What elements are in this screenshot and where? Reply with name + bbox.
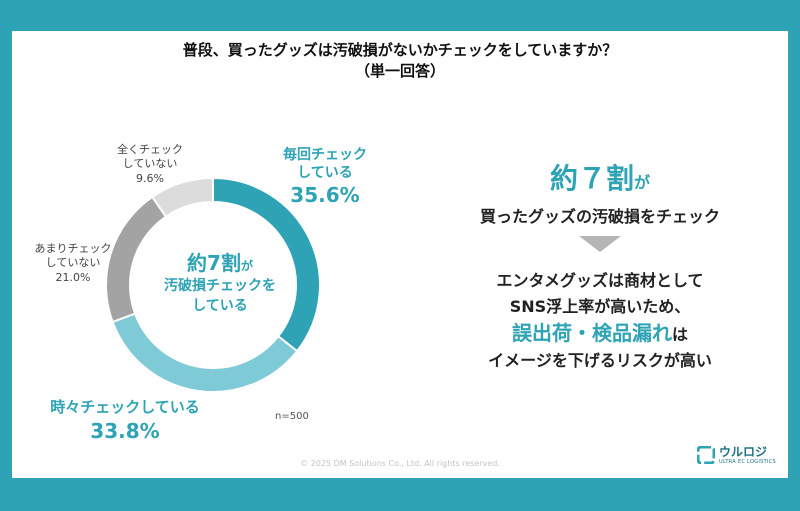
- label-never-pct: 9.6%: [136, 171, 164, 185]
- label-rarely-line1: あまりチェック: [34, 242, 112, 255]
- label-every-time: 毎回チェック している 35.6%: [265, 146, 385, 208]
- center-line3: している: [192, 298, 248, 314]
- label-rarely-line2: していない: [45, 256, 101, 270]
- title-line-2: （単一回答）: [354, 62, 445, 80]
- label-rarely-pct: 21.0%: [55, 270, 91, 284]
- company-logo: ウルロジ ULTRA EC LOGISTICS: [697, 443, 777, 471]
- right-body-line2: SNS浮上率が高いため、: [509, 297, 691, 316]
- title-line-1: 普段、買ったグッズは汚破損がないかチェックをしていますか？: [182, 41, 618, 59]
- label-never: 全くチェック していない 9.6%: [105, 143, 195, 186]
- right-accent: 誤出荷・検品漏れ: [511, 321, 672, 345]
- logo-name: ウルロジ: [719, 445, 768, 459]
- label-sometimes: 時々チェックしている 33.8%: [40, 398, 210, 444]
- copyright: © 2025 DM Solutions Co., Ltd. All rights…: [300, 459, 500, 468]
- label-never-line1: 全くチェック: [117, 143, 183, 156]
- center-big: 約7割: [187, 251, 241, 275]
- label-every-time-pct: 35.6%: [290, 183, 360, 208]
- center-line2: 汚破損チェックを: [164, 278, 276, 294]
- right-headline-ga: が: [634, 173, 651, 192]
- logo-sub: ULTRA EC LOGISTICS: [719, 459, 776, 465]
- right-body: エンタメグッズは商材として SNS浮上率が高いため、 誤出荷・検品漏れは イメー…: [430, 268, 770, 374]
- label-every-time-line2: している: [297, 165, 353, 182]
- logo-icon: [697, 446, 715, 464]
- label-every-time-line1: 毎回チェック: [283, 147, 367, 163]
- donut-center-text: 約7割が 汚破損チェックを している: [145, 253, 295, 316]
- label-sometimes-pct: 33.8%: [90, 418, 160, 443]
- down-arrow-icon: [579, 236, 621, 252]
- label-rarely: あまりチェック していない 21.0%: [28, 242, 118, 285]
- right-subline: 買ったグッズの汚破損をチェック: [479, 207, 720, 226]
- right-accent-suffix: は: [671, 325, 688, 344]
- slice-never: [150, 176, 214, 219]
- right-body-line1: エンタメグッズは商材として: [496, 271, 704, 290]
- right-body-line3: イメージを下げるリスクが高い: [488, 351, 712, 370]
- center-ga: が: [240, 259, 253, 273]
- label-never-line2: していない: [122, 157, 178, 171]
- right-headline: 約７割が: [430, 162, 770, 200]
- label-sometimes-line1: 時々チェックしている: [50, 398, 200, 416]
- sample-size: n=500: [275, 411, 309, 422]
- right-headline-main: 約７割: [549, 162, 634, 195]
- chart-title: 普段、買ったグッズは汚破損がないかチェックをしていますか？ （単一回答）: [0, 40, 800, 82]
- content-card: [12, 31, 788, 478]
- slice-sometimes: [111, 312, 299, 393]
